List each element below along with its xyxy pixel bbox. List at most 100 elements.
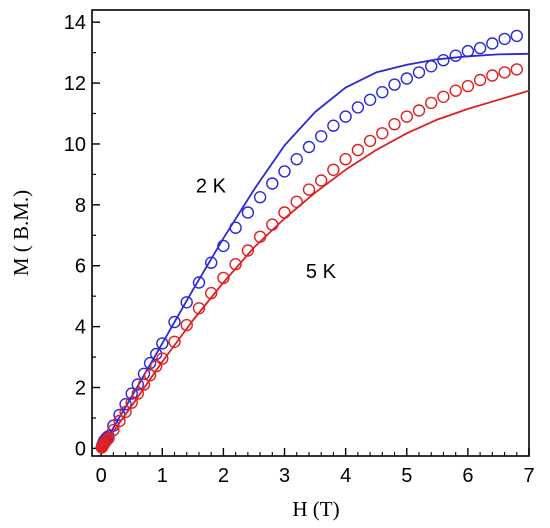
plot-frame [91,9,530,457]
data-point [351,101,365,114]
data-point [241,206,255,219]
y-tick-label: 4 [75,317,86,339]
x-tick-label: 0 [96,465,107,487]
data-point [327,119,340,132]
data-point [143,356,157,370]
data-point [217,239,230,253]
data-point [278,165,291,178]
data-point [204,286,218,300]
series-layer [95,29,530,454]
annotation-label: 5 K [306,261,337,283]
data-point [363,134,377,148]
data-point [461,79,475,93]
data-point [253,230,267,244]
data-point [425,60,438,73]
data-point [266,218,279,231]
data-point [125,387,138,400]
data-point [473,41,487,55]
y-tick-label: 14 [64,12,86,34]
data-point [229,258,242,271]
data-point [351,143,365,157]
y-axis-title: M ( B.M.) [9,190,33,276]
fit-line [100,52,530,449]
data-point [180,296,193,309]
data-point [125,396,138,409]
series-2 [95,63,530,454]
x-tick-label: 2 [218,465,229,487]
data-point [376,85,389,99]
data-point [302,140,316,154]
data-point [461,44,475,58]
data-point [400,110,413,123]
data-point [217,271,230,285]
data-point [412,66,426,79]
data-point [315,174,328,187]
y-tick-label: 10 [64,134,86,156]
x-tick-label: 6 [462,465,473,487]
data-point [510,29,523,43]
series-1 [95,29,530,454]
data-point [119,405,132,419]
data-point [241,244,255,257]
data-point [412,104,426,117]
data-point [510,63,523,76]
data-point [131,387,145,400]
y-tick-label: 12 [64,73,86,95]
x-tick-label: 3 [279,465,290,487]
data-point [425,96,438,110]
data-point [168,315,181,329]
data-point [107,423,120,437]
x-axis: 0 1 2 3 4 5 6 7 [96,448,535,487]
data-point [437,54,450,67]
data-point [376,127,389,140]
x-tick-label: 4 [340,465,351,487]
fit-line [100,89,530,449]
data-point [339,152,352,166]
data-point [100,434,113,447]
y-tick-label: 2 [75,378,86,400]
annotations: 2 K 5 K [196,176,337,283]
data-point [156,337,169,350]
data-point [290,195,303,209]
annotation-label: 2 K [196,176,227,198]
data-point [143,369,157,382]
x-tick-label: 7 [523,465,534,487]
data-point [113,414,126,428]
data-point [168,335,181,348]
data-point [486,69,499,82]
data-point [449,49,462,62]
y-axis: 0 2 4 6 8 10 12 14 [64,12,100,460]
x-tick-label: 1 [157,465,168,487]
data-point [400,72,413,85]
data-point [302,183,316,196]
data-point [266,177,279,190]
y-tick-label: 8 [75,195,86,217]
data-point [180,318,193,332]
data-point [327,163,340,177]
data-point [449,84,462,97]
data-point [137,378,151,391]
data-point [278,206,291,219]
data-point [290,152,303,166]
data-point [388,117,401,131]
data-point [486,37,499,50]
data-point [315,130,328,143]
data-point [119,398,132,411]
data-point [99,435,112,448]
data-point [149,360,163,373]
data-point [388,78,401,91]
data-point [192,302,206,315]
data-point [437,90,450,104]
data-point [339,110,352,123]
x-tick-label: 5 [401,465,412,487]
data-point [204,256,218,269]
y-tick-label: 0 [75,438,86,460]
data-point [498,66,511,79]
data-point [363,93,377,107]
data-point [192,276,206,289]
data-point [473,73,487,87]
data-point [131,378,145,391]
y-tick-label: 6 [75,256,86,278]
data-point [229,221,242,234]
